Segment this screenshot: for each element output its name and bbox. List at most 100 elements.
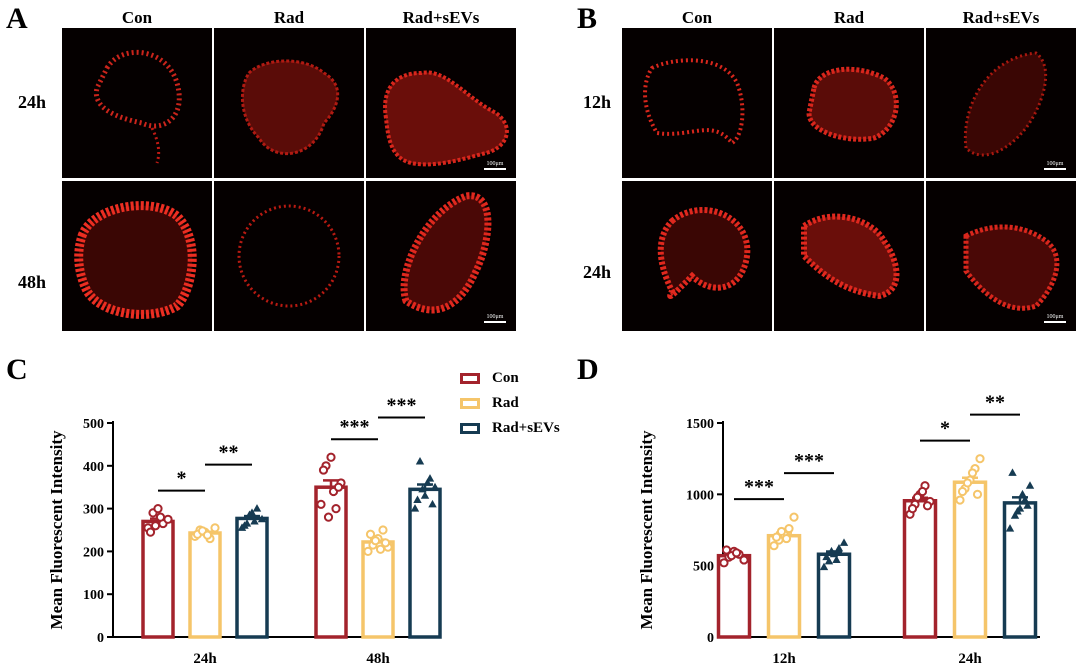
data-point xyxy=(1008,468,1017,476)
data-point xyxy=(423,478,432,486)
y-tick-label: 300 xyxy=(83,503,104,518)
panel-b-row-12h: 12h xyxy=(583,92,612,112)
x-tick-label: 24h xyxy=(958,651,982,666)
data-point xyxy=(1005,524,1015,532)
data-point xyxy=(824,556,834,565)
significance-label: * xyxy=(940,418,950,440)
data-point xyxy=(972,489,983,499)
significance-label: *** xyxy=(744,476,774,498)
data-point xyxy=(331,504,341,514)
data-point xyxy=(769,541,779,551)
panel-letter-c: C xyxy=(6,353,28,386)
data-point xyxy=(832,555,841,563)
data-point xyxy=(955,495,965,505)
data-point xyxy=(827,546,836,555)
y-tick-label: 500 xyxy=(83,417,104,432)
x-tick-label: 48h xyxy=(366,651,390,666)
data-point xyxy=(380,538,391,548)
data-point xyxy=(333,482,344,492)
chart-panel-d: Mean Fluorescent Intensity 0 500 1000 1500 12… xyxy=(637,392,1040,666)
data-point xyxy=(721,545,732,555)
data-point xyxy=(1018,489,1027,498)
data-point xyxy=(819,562,829,571)
y-tick-label: 500 xyxy=(693,560,714,575)
micrograph-b-24h-rad xyxy=(774,181,924,331)
data-point xyxy=(719,558,729,568)
bar-rad-sevs-48h xyxy=(408,487,442,639)
data-point xyxy=(1025,481,1035,489)
data-point xyxy=(370,536,381,546)
panel-letter-b: B xyxy=(577,2,598,35)
micrograph-a-48h-rad xyxy=(214,181,364,331)
data-point xyxy=(413,495,422,504)
bar-con-12h xyxy=(716,553,752,639)
x-tick-label: 12h xyxy=(772,651,796,666)
data-point xyxy=(252,504,262,512)
data-point xyxy=(771,532,782,542)
data-point xyxy=(363,546,373,556)
data-point xyxy=(776,526,787,537)
panel-a-col-con: Con xyxy=(121,8,153,27)
bar-rad-sevs-24h xyxy=(1002,501,1038,639)
data-point xyxy=(318,465,329,475)
data-point xyxy=(839,538,849,546)
bar-rad-sevs-24h xyxy=(235,516,269,639)
data-point xyxy=(245,510,254,519)
micrograph-a-48h-rad-sevs: 100μm xyxy=(366,181,516,331)
bar-con-48h xyxy=(314,485,348,639)
bar-con-24h xyxy=(902,499,938,639)
x-tick-label: 24h xyxy=(193,651,217,666)
y-tick-label: 0 xyxy=(97,631,104,646)
scale-bar: 100μm xyxy=(1044,314,1066,323)
panel-letter-d: D xyxy=(577,353,599,386)
data-point xyxy=(145,527,156,537)
data-point xyxy=(739,555,749,565)
data-point xyxy=(210,523,220,533)
data-point xyxy=(155,512,166,522)
panel-a-row-48h: 48h xyxy=(18,272,47,292)
data-point xyxy=(378,525,388,535)
significance-label: ** xyxy=(985,392,1005,414)
y-axis-title: Mean Fluorescent Intensity xyxy=(637,430,656,629)
y-axis-title: Mean Fluorescent Intensity xyxy=(47,430,66,629)
y-tick-label: 400 xyxy=(83,460,104,475)
significance-label: ** xyxy=(219,442,239,464)
legend-swatch-rad-sevs xyxy=(460,423,480,434)
y-tick-label: 0 xyxy=(707,631,714,646)
scale-bar: 100μm xyxy=(484,314,506,323)
data-point xyxy=(912,492,923,502)
data-point xyxy=(428,499,437,508)
data-point xyxy=(789,512,799,522)
bar-con-24h xyxy=(141,519,175,639)
data-point xyxy=(822,552,831,561)
micrograph-b-24h-con xyxy=(622,181,772,331)
data-point xyxy=(250,516,259,525)
data-point xyxy=(834,544,844,552)
micrograph-b-12h-rad-sevs: 100μm xyxy=(926,28,1076,178)
y-tick-label: 200 xyxy=(83,545,104,560)
micrograph-a-24h-rad xyxy=(214,28,364,178)
data-point xyxy=(410,504,420,512)
data-point xyxy=(430,482,440,491)
data-point xyxy=(316,499,326,509)
micrograph-b-12h-con xyxy=(622,28,772,178)
data-point xyxy=(962,478,973,488)
scale-bar: 100μm xyxy=(1044,161,1066,170)
y-tick-label: 1500 xyxy=(686,417,714,432)
y-tick-label: 100 xyxy=(83,588,104,603)
data-point xyxy=(202,530,213,540)
scale-bar: 100μm xyxy=(484,161,506,170)
data-point xyxy=(418,484,427,493)
bar-rad-48h xyxy=(361,540,395,639)
data-point xyxy=(975,454,985,464)
panel-a-col-rad: Rad xyxy=(273,8,305,27)
bar-rad-12h xyxy=(766,533,802,639)
panel-b-col-rad: Rad xyxy=(833,8,865,27)
data-point xyxy=(917,486,928,497)
data-point xyxy=(967,468,978,478)
micrograph-b-12h-rad xyxy=(774,28,924,178)
data-point xyxy=(420,491,430,499)
significance-label: *** xyxy=(340,416,370,438)
legend-swatch-rad xyxy=(460,398,480,409)
data-point xyxy=(922,501,933,511)
